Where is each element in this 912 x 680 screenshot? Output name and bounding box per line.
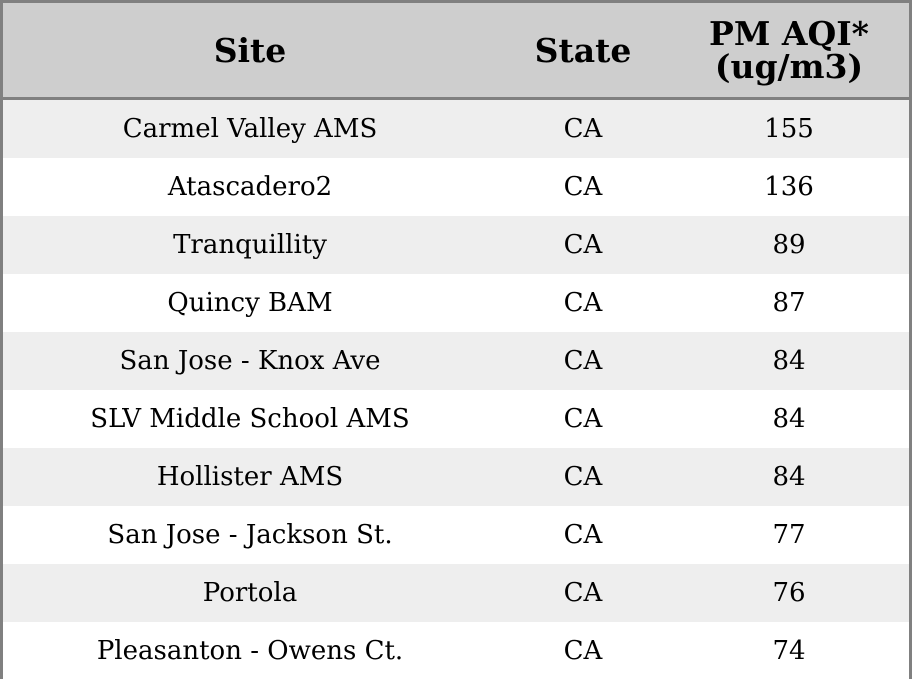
table-row: Tranquillity CA 89 — [3, 216, 909, 274]
cell-site: Quincy BAM — [167, 288, 333, 318]
cell-pm-aqi: 84 — [772, 404, 806, 434]
column-header-pm-aqi: PM AQI* (ug/m3) — [709, 14, 869, 86]
table-row: SLV Middle School AMS CA 84 — [3, 390, 909, 448]
table-row: Quincy BAM CA 87 — [3, 274, 909, 332]
cell-site: Portola — [202, 578, 298, 608]
cell-pm-aqi: 136 — [764, 172, 814, 202]
table-row: Pleasanton - Owens Ct. CA 74 — [3, 622, 909, 680]
cell-site: Atascadero2 — [167, 172, 333, 202]
cell-site: San Jose - Jackson St. — [107, 520, 393, 550]
cell-pm-aqi: 74 — [772, 636, 806, 666]
cell-state: CA — [563, 462, 603, 492]
table-row: Carmel Valley AMS CA 155 — [3, 100, 909, 158]
table-header-row: Site State PM AQI* (ug/m3) — [3, 3, 909, 100]
table-row: San Jose - Knox Ave CA 84 — [3, 332, 909, 390]
column-header-state: State — [534, 30, 632, 70]
table-row: San Jose - Jackson St. CA 77 — [3, 506, 909, 564]
table-row: Hollister AMS CA 84 — [3, 448, 909, 506]
table-row: Atascadero2 CA 136 — [3, 158, 909, 216]
cell-pm-aqi: 76 — [772, 578, 806, 608]
cell-state: CA — [563, 520, 603, 550]
column-header-site: Site — [213, 30, 287, 70]
cell-state: CA — [563, 636, 603, 666]
cell-site: SLV Middle School AMS — [90, 404, 410, 434]
cell-pm-aqi: 89 — [772, 230, 806, 260]
cell-pm-aqi: 84 — [772, 346, 806, 376]
cell-state: CA — [563, 114, 603, 144]
cell-site: Pleasanton - Owens Ct. — [96, 636, 404, 666]
cell-state: CA — [563, 288, 603, 318]
cell-state: CA — [563, 578, 603, 608]
cell-site: San Jose - Knox Ave — [119, 346, 381, 376]
cell-pm-aqi: 87 — [772, 288, 806, 318]
cell-site: Carmel Valley AMS — [122, 114, 378, 144]
cell-site: Hollister AMS — [156, 462, 344, 492]
cell-pm-aqi: 77 — [772, 520, 806, 550]
cell-state: CA — [563, 346, 603, 376]
cell-site: Tranquillity — [173, 230, 327, 260]
cell-state: CA — [563, 230, 603, 260]
cell-pm-aqi: 84 — [772, 462, 806, 492]
cell-state: CA — [563, 172, 603, 202]
cell-pm-aqi: 155 — [764, 114, 814, 144]
cell-state: CA — [563, 404, 603, 434]
table-row: Portola CA 76 — [3, 564, 909, 622]
